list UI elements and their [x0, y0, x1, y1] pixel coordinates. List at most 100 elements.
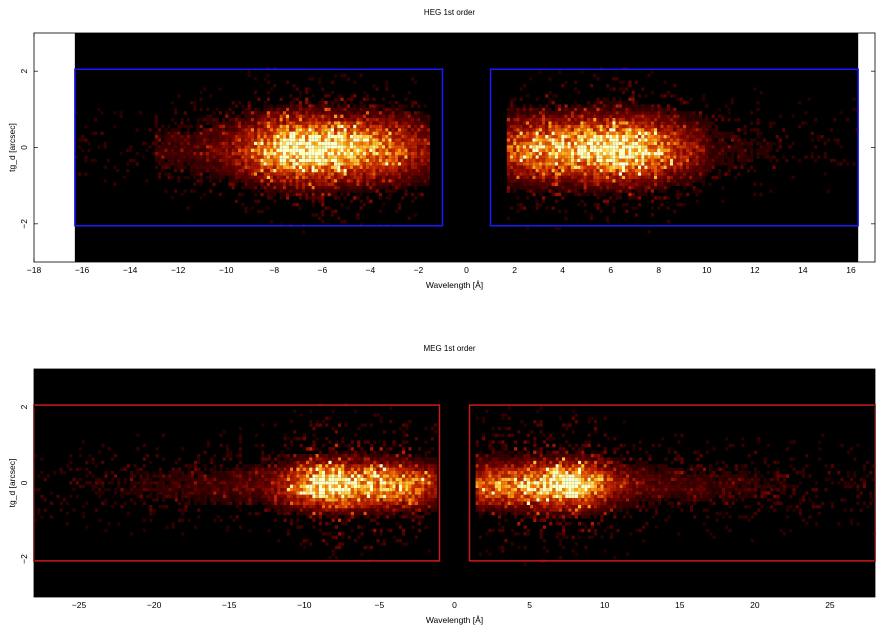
chart-heg: HEG 1st order−18 −16 −14 −12 −10 −8 −6 −4 −2 0 2 4 6… [7, 8, 876, 290]
heatmap-cell [407, 138, 411, 142]
heatmap-cell [277, 511, 281, 516]
heatmap-cell [177, 135, 181, 139]
heatmap-cell [401, 152, 405, 156]
heatmap-cell [206, 165, 210, 169]
heatmap-cell [657, 145, 661, 149]
heatmap-cell [234, 155, 238, 159]
heatmap-cell [532, 186, 536, 190]
heatmap-cell [538, 158, 542, 163]
heatmap-cell [343, 135, 347, 139]
heatmap-cell [321, 213, 325, 217]
heatmap-cell [298, 206, 302, 210]
heatmap-cell [142, 518, 146, 522]
heatmap-cell [229, 491, 233, 495]
heatmap-cell [178, 477, 182, 482]
heatmap-cell [404, 131, 408, 135]
heatmap-cell [567, 189, 571, 193]
heatmap-cell [660, 121, 664, 125]
heatmap-cell [247, 70, 251, 74]
heatmap-cell [545, 111, 549, 115]
heatmap-cell [740, 152, 744, 156]
heatmap-cell [378, 114, 382, 118]
heatmap-cell [593, 121, 597, 125]
heatmap-cell [75, 494, 79, 499]
heatmap-cell [394, 141, 398, 146]
heatmap-cell [180, 165, 184, 169]
heatmap-cell [737, 135, 741, 139]
heatmap-cell [184, 501, 188, 505]
heatmap-cell [714, 124, 718, 129]
heatmap-cell [199, 135, 203, 139]
heatmap-cell [110, 477, 114, 482]
heatmap-cell [244, 141, 248, 146]
heatmap-cell [414, 155, 418, 159]
heatmap-cell [535, 138, 539, 142]
heatmap-cell [375, 141, 379, 146]
heatmap-cell [580, 152, 584, 156]
heatmap-cell [238, 481, 242, 485]
heatmap-cell [602, 179, 606, 183]
heatmap-cell [410, 175, 414, 180]
heatmap-cell [404, 145, 408, 149]
heatmap-cell [609, 141, 613, 146]
heatmap-cell [548, 124, 552, 129]
heatmap-cell [641, 107, 645, 112]
heatmap-cell [596, 111, 600, 115]
heatmap-cell [234, 131, 238, 135]
heatmap-cell [258, 471, 262, 475]
heatmap-cell [567, 158, 571, 163]
heatmap-cell [334, 141, 338, 146]
heatmap-cell [210, 498, 214, 502]
heatmap-cell [282, 135, 286, 139]
heatmap-cell [666, 182, 670, 186]
heatmap-cell [359, 172, 363, 176]
heatmap-cell [567, 128, 571, 132]
heatmap-cell [369, 124, 373, 129]
heatmap-cell [663, 118, 667, 122]
heatmap-cell [298, 90, 302, 95]
heatmap-cell [682, 175, 686, 180]
heatmap-cell [254, 90, 258, 95]
heatmap-cell [155, 491, 159, 495]
heatmap-cell [270, 467, 274, 471]
heatmap-cell [657, 158, 661, 163]
heatmap-cell [343, 155, 347, 159]
heatmap-cell [746, 155, 750, 159]
heatmap-cell [292, 101, 296, 105]
heatmap-cell [388, 121, 392, 125]
heatmap-cell [564, 169, 568, 173]
heatmap-cell [654, 196, 658, 200]
heatmap-cell [554, 111, 558, 115]
heatmap-cell [267, 467, 271, 471]
heatmap-cell [298, 152, 302, 156]
heatmap-cell [391, 104, 395, 108]
heatmap-cell [340, 192, 344, 197]
heatmap-cell [682, 111, 686, 115]
heatmap-cell [628, 114, 632, 118]
heatmap-cell [679, 145, 683, 149]
heatmap-cell [107, 488, 111, 492]
heatmap-cell [647, 155, 651, 159]
heatmap-cell [583, 192, 587, 197]
heatmap-cell [158, 145, 162, 149]
heatmap-cell [385, 114, 389, 118]
heatmap-cell [273, 138, 277, 142]
heatmap-cell [404, 165, 408, 169]
heatmap-cell [375, 131, 379, 135]
heatmap-cell [180, 155, 184, 159]
heatmap-cell [599, 172, 603, 176]
heatmap-cell [622, 165, 626, 169]
heatmap-cell [234, 158, 238, 163]
heatmap-cell [404, 169, 408, 173]
heatmap-cell [650, 192, 654, 197]
heatmap-cell [385, 141, 389, 146]
heatmap-cell [327, 206, 331, 210]
heatmap-cell [196, 165, 200, 169]
heatmap-cell [615, 104, 619, 108]
heatmap-cell [590, 135, 594, 139]
heatmap-cell [295, 128, 299, 132]
heatmap-cell [104, 471, 108, 475]
heatmap-cell [369, 148, 373, 152]
heatmap-cell [43, 508, 47, 512]
heatmap-cell [535, 111, 539, 115]
